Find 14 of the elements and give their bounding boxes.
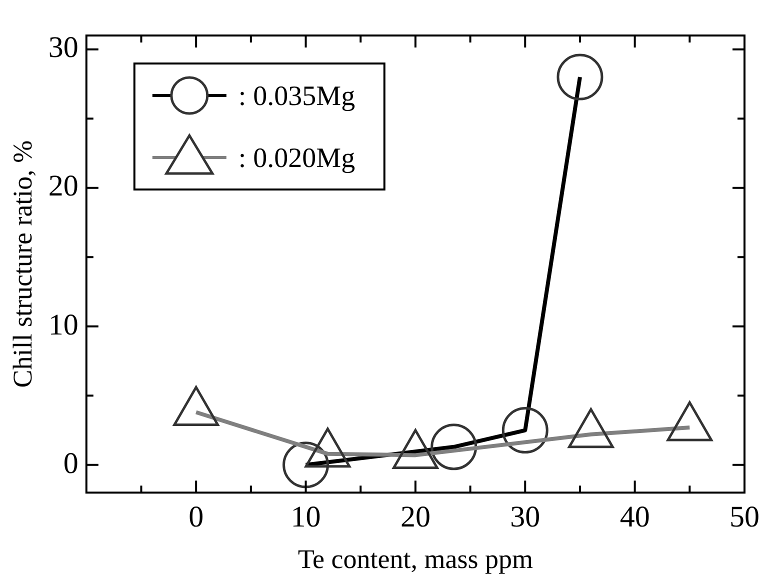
x-tick-label: 20 [400,500,430,534]
legend-label: : 0.020Mg [238,142,356,174]
y-tick-label: 10 [48,308,78,342]
x-tick-label: 0 [188,500,204,534]
x-tick-label: 40 [620,500,650,534]
y-axis-title: Chill structure ratio, % [7,140,38,388]
y-tick-label: 20 [48,170,78,203]
x-axis-title: Te content, mass ppm [298,544,533,574]
legend-label: : 0.035Mg [238,80,356,112]
y-tick-label: 30 [48,31,78,64]
x-tick-label: 50 [730,500,760,534]
x-tick-label: 10 [290,500,321,534]
y-tick-label: 0 [63,446,78,480]
x-tick-label: 30 [510,500,540,534]
